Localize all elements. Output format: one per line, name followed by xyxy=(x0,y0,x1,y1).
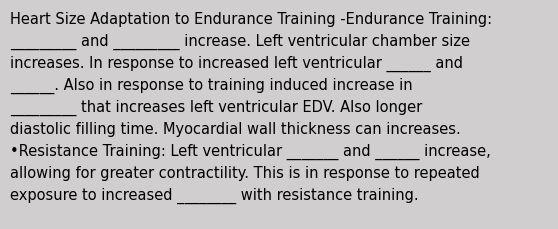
Text: diastolic filling time. Myocardial wall thickness can increases.: diastolic filling time. Myocardial wall … xyxy=(10,121,461,136)
Text: exposure to increased ________ with resistance training.: exposure to increased ________ with resi… xyxy=(10,187,418,203)
Text: ______. Also in response to training induced increase in: ______. Also in response to training ind… xyxy=(10,78,413,94)
Text: •Resistance Training: Left ventricular _______ and ______ increase,: •Resistance Training: Left ventricular _… xyxy=(10,143,491,160)
Text: _________ and _________ increase. Left ventricular chamber size: _________ and _________ increase. Left v… xyxy=(10,34,470,50)
Text: _________ that increases left ventricular EDV. Also longer: _________ that increases left ventricula… xyxy=(10,100,422,116)
Text: allowing for greater contractility. This is in response to repeated: allowing for greater contractility. This… xyxy=(10,165,480,180)
Text: increases. In response to increased left ventricular ______ and: increases. In response to increased left… xyxy=(10,56,463,72)
Text: Heart Size Adaptation to Endurance Training -Endurance Training:: Heart Size Adaptation to Endurance Train… xyxy=(10,12,492,27)
